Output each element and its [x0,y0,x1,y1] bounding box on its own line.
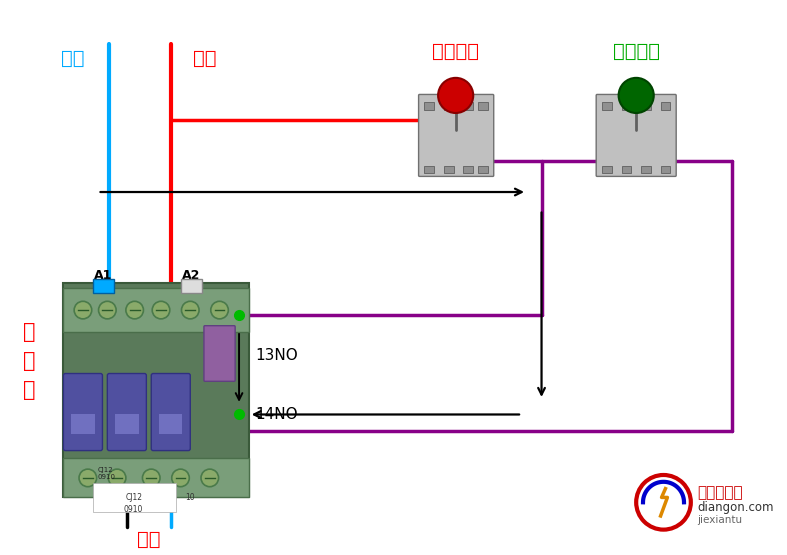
Circle shape [211,301,228,319]
Text: 启动按鈕: 启动按鈕 [613,42,660,61]
Bar [660,102,671,110]
Circle shape [619,78,654,113]
Text: 接: 接 [23,321,35,341]
Text: 零线: 零线 [61,49,85,68]
Circle shape [74,301,92,319]
FancyBboxPatch shape [107,374,146,451]
Bar [64,287,249,331]
Bar [660,166,671,174]
FancyBboxPatch shape [151,374,190,451]
Bar [641,102,651,110]
Circle shape [438,78,473,113]
Bar [464,102,473,110]
FancyBboxPatch shape [597,94,676,176]
Bar [93,483,176,512]
Text: CJ12
0910: CJ12 0910 [98,467,116,480]
Bar [622,166,631,174]
FancyBboxPatch shape [419,94,493,176]
Text: 触: 触 [23,351,35,371]
Circle shape [182,301,199,319]
Bar [72,415,94,434]
Text: 器: 器 [23,380,35,400]
Bar [622,102,631,110]
Bar [444,166,454,174]
Text: 14NO: 14NO [256,407,298,422]
Bar [641,166,651,174]
Bar [180,279,202,292]
Bar [464,166,473,174]
FancyBboxPatch shape [64,282,249,497]
Bar [93,279,114,292]
Text: A1: A1 [94,269,113,282]
Text: 0910: 0910 [124,504,143,513]
Text: 10: 10 [186,493,195,502]
Text: 13NO: 13NO [256,349,298,364]
FancyBboxPatch shape [64,374,102,451]
Text: 火线: 火线 [193,49,216,68]
Bar [602,166,611,174]
Text: jiexiantu: jiexiantu [697,515,743,525]
Bar [424,166,434,174]
Bar [64,458,249,497]
Circle shape [79,469,97,487]
Bar [444,102,454,110]
Text: A2: A2 [182,269,201,282]
Bar [424,102,434,110]
Circle shape [201,469,219,487]
Bar [602,102,611,110]
Bar [159,415,183,434]
Text: 负载: 负载 [137,530,160,549]
Circle shape [172,469,190,487]
FancyBboxPatch shape [204,326,235,381]
Bar [478,166,488,174]
Circle shape [109,469,126,487]
Bar [478,102,488,110]
Circle shape [98,301,116,319]
Bar [115,415,139,434]
Circle shape [142,469,160,487]
Circle shape [126,301,143,319]
Text: 电工学习网: 电工学习网 [697,485,743,500]
Text: diangon.com: diangon.com [697,501,774,514]
Text: CJ12: CJ12 [125,493,142,502]
Text: 停止按鈕: 停止按鈕 [432,42,479,61]
Circle shape [152,301,170,319]
